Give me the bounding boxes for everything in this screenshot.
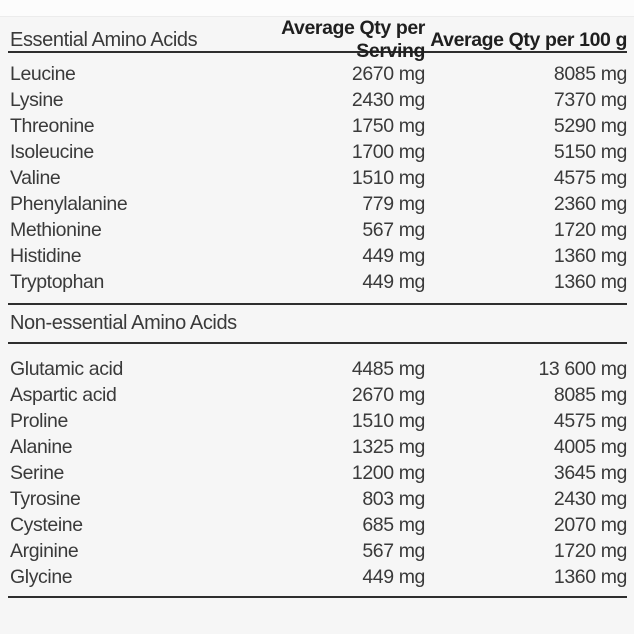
- qty-per-100g-value: 4575 mg: [553, 410, 627, 432]
- amino-acid-name: Lysine: [10, 89, 64, 111]
- qty-per-100g-value: 8085 mg: [553, 384, 627, 406]
- qty-per-100g-value: 7370 mg: [553, 89, 627, 111]
- qty-per-serving-value: 2430 mg: [351, 89, 425, 111]
- amino-acid-name: Methionine: [10, 219, 102, 241]
- table-row: Threonine 1750 mg 5290 mg: [8, 113, 627, 139]
- header-divider-rule: [8, 51, 627, 53]
- qty-per-100g-value: 2070 mg: [553, 514, 627, 536]
- amino-acid-name: Tyrosine: [10, 488, 81, 510]
- table-header-row: Essential Amino Acids Average Qty per Se…: [8, 17, 627, 62]
- qty-per-serving-value: 1200 mg: [351, 462, 425, 484]
- qty-per-serving-value: 779 mg: [362, 193, 425, 215]
- table-row: Lysine 2430 mg 7370 mg: [8, 87, 627, 113]
- qty-per-100g-value: 1720 mg: [553, 540, 627, 562]
- table-row: Isoleucine 1700 mg 5150 mg: [8, 139, 627, 165]
- essential-amino-acids-rows: Leucine 2670 mg 8085 mg Lysine 2430 mg 7370 m…: [8, 53, 627, 303]
- qty-per-100g-value: 1360 mg: [553, 566, 627, 588]
- nutrition-panel: Essential Amino Acids Average Qty per Se…: [0, 0, 634, 598]
- amino-acid-name: Glutamic acid: [10, 358, 123, 380]
- amino-acid-name: Cysteine: [10, 514, 83, 536]
- table-row: Phenylalanine 779 mg 2360 mg: [8, 191, 627, 217]
- section-title-non-essential-amino-acids: Non-essential Amino Acids: [10, 312, 237, 334]
- amino-acid-name: Threonine: [10, 115, 95, 137]
- table-row: Proline 1510 mg 4575 mg: [8, 408, 627, 434]
- qty-per-serving-value: 449 mg: [362, 245, 425, 267]
- column-header-avg-qty-per-100g: Average Qty per 100 g: [430, 28, 627, 51]
- table-row: Aspartic acid 2670 mg 8085 mg: [8, 382, 627, 408]
- table-row: Tryptophan 449 mg 1360 mg: [8, 269, 627, 295]
- qty-per-100g-value: 3645 mg: [553, 462, 627, 484]
- qty-per-100g-value: 13 600 mg: [538, 358, 627, 380]
- qty-per-serving-value: 1750 mg: [351, 115, 425, 137]
- amino-acid-name: Isoleucine: [10, 141, 94, 163]
- qty-per-serving-value: 567 mg: [362, 219, 425, 241]
- table-row: Leucine 2670 mg 8085 mg: [8, 61, 627, 87]
- column-header-avg-qty-per-serving: Average Qty per Serving: [281, 17, 425, 62]
- qty-per-serving-value: 803 mg: [362, 488, 425, 510]
- amino-acid-name: Tryptophan: [10, 271, 104, 293]
- qty-per-serving-value: 1510 mg: [351, 167, 425, 189]
- table-row: Glycine 449 mg 1360 mg: [8, 564, 627, 590]
- amino-acids-table: Essential Amino Acids Average Qty per Se…: [8, 17, 627, 598]
- qty-per-serving-value: 1700 mg: [351, 141, 425, 163]
- table-row: Valine 1510 mg 4575 mg: [8, 165, 627, 191]
- qty-per-serving-value: 2670 mg: [351, 63, 425, 85]
- qty-per-100g-value: 4575 mg: [553, 167, 627, 189]
- qty-per-serving-value: 4485 mg: [351, 358, 425, 380]
- table-row: Histidine 449 mg 1360 mg: [8, 243, 627, 269]
- amino-acid-name: Alanine: [10, 436, 73, 458]
- qty-per-serving-value: 1325 mg: [351, 436, 425, 458]
- qty-per-serving-value: 567 mg: [362, 540, 425, 562]
- qty-per-100g-value: 4005 mg: [553, 436, 627, 458]
- qty-per-serving-value: 1510 mg: [351, 410, 425, 432]
- qty-per-100g-value: 8085 mg: [553, 63, 627, 85]
- table-row: Methionine 567 mg 1720 mg: [8, 217, 627, 243]
- table-row: Serine 1200 mg 3645 mg: [8, 460, 627, 486]
- qty-per-serving-value: 685 mg: [362, 514, 425, 536]
- table-row: Cysteine 685 mg 2070 mg: [8, 512, 627, 538]
- page-top-strip: [0, 0, 634, 17]
- amino-acid-name: Arginine: [10, 540, 79, 562]
- bottom-rule: [8, 596, 627, 598]
- table-row: Tyrosine 803 mg 2430 mg: [8, 486, 627, 512]
- amino-acid-name: Glycine: [10, 566, 73, 588]
- table-row: Arginine 567 mg 1720 mg: [8, 538, 627, 564]
- non-essential-amino-acids-rows: Glutamic acid 4485 mg 13 600 mg Aspartic ac…: [8, 344, 627, 596]
- amino-acid-name: Aspartic acid: [10, 384, 117, 406]
- table-row: Alanine 1325 mg 4005 mg: [8, 434, 627, 460]
- qty-per-100g-value: 2430 mg: [553, 488, 627, 510]
- amino-acid-name: Histidine: [10, 245, 82, 267]
- qty-per-100g-value: 5290 mg: [553, 115, 627, 137]
- section-divider-rule: [8, 303, 627, 305]
- amino-acid-name: Phenylalanine: [10, 193, 128, 215]
- qty-per-100g-value: 5150 mg: [553, 141, 627, 163]
- qty-per-serving-value: 2670 mg: [351, 384, 425, 406]
- qty-per-serving-value: 449 mg: [362, 271, 425, 293]
- amino-acid-name: Leucine: [10, 63, 76, 85]
- amino-acid-name: Valine: [10, 167, 61, 189]
- qty-per-serving-value: 449 mg: [362, 566, 425, 588]
- qty-per-100g-value: 1360 mg: [553, 245, 627, 267]
- amino-acid-name: Proline: [10, 410, 68, 432]
- qty-per-100g-value: 2360 mg: [553, 193, 627, 215]
- section-title-divider-rule: [8, 342, 627, 344]
- table-row: Glutamic acid 4485 mg 13 600 mg: [8, 356, 627, 382]
- qty-per-100g-value: 1720 mg: [553, 219, 627, 241]
- column-header-essential-amino-acids: Essential Amino Acids: [10, 28, 198, 51]
- qty-per-100g-value: 1360 mg: [553, 271, 627, 293]
- amino-acid-name: Serine: [10, 462, 64, 484]
